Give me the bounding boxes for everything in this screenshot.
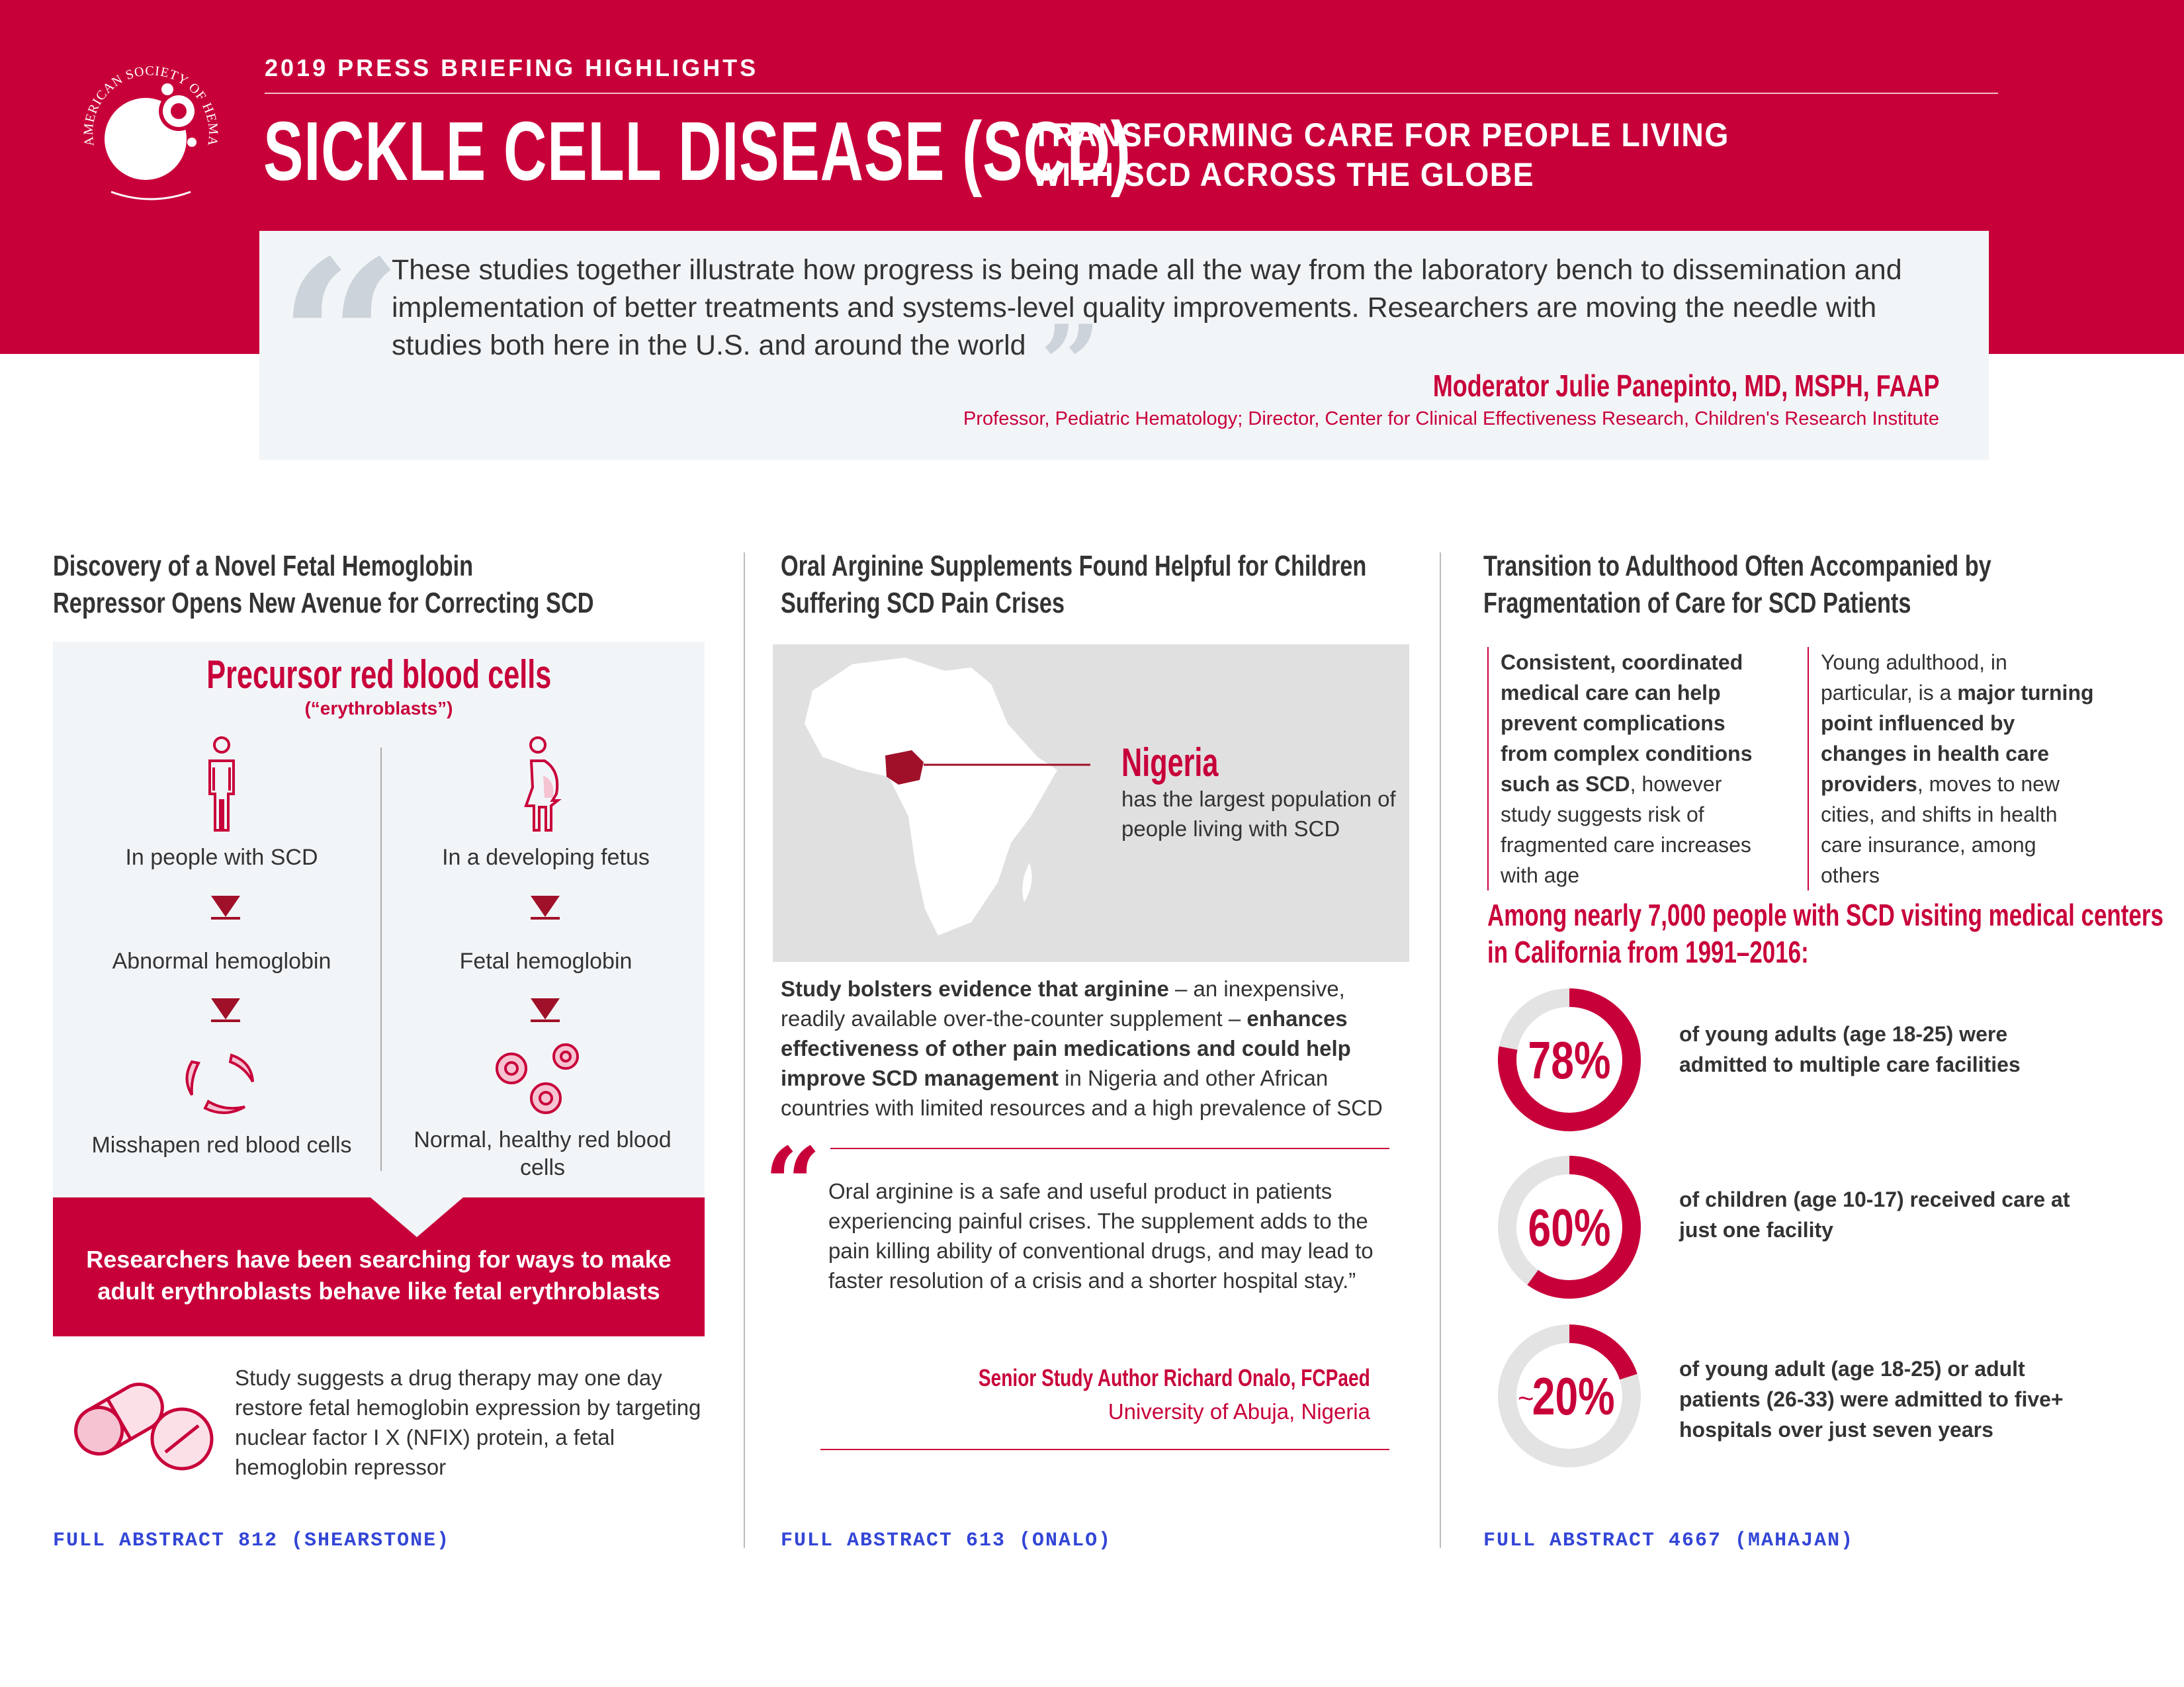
moderator-name: Moderator Julie Panepinto, MD, MSPH, FAA… <box>1432 368 1939 403</box>
young-adulthood-rest: , moves to new cities, and shifts in hea… <box>1821 772 2060 887</box>
quote-close-icon: ” <box>1040 302 1102 426</box>
sickle-label-people: In people with SCD <box>125 845 318 870</box>
panel-divider <box>380 748 382 1171</box>
stat-text-78: of young adults (age 18-25) were admitte… <box>1679 1022 2021 1076</box>
ash-logo: AMERICAN SOCIETY OF HEMATOLOGY <box>71 53 220 200</box>
coordinated-care-text: Consistent, coordinated medical care can… <box>1487 647 1775 890</box>
down-arrow-icon <box>211 998 240 1022</box>
stat-value-60: 60% <box>1528 1199 1611 1258</box>
panel-subtitle: (“erythroblasts”) <box>304 698 453 718</box>
col3-heading: Transition to Adulthood Often Accompanie… <box>1483 548 1991 622</box>
col1-heading-line-2: Repressor Opens New Avenue for Correctin… <box>53 587 594 619</box>
pill-icon <box>74 1383 214 1471</box>
down-arrow-icon <box>531 998 560 1022</box>
nigeria-title: Nigeria <box>1121 740 1219 785</box>
page-title: SICKLE CELL DISEASE (SCD) <box>263 105 1131 198</box>
moderator-quote-text: These studies together illustrate how pr… <box>392 254 1902 361</box>
quote-rule <box>820 1449 1389 1450</box>
stat-value-20: 20% <box>1532 1367 1615 1426</box>
abstract-4667-link[interactable]: FULL ABSTRACT 4667 (MAHAJAN) <box>1483 1530 1855 1552</box>
moderator-quote-box <box>259 231 1989 460</box>
nigeria-highlight <box>885 750 924 785</box>
panel-title-text: Precursor red blood cells <box>206 652 551 697</box>
pregnant-person-icon <box>524 736 562 832</box>
person-icon <box>208 736 235 832</box>
banner-notch <box>371 1197 463 1237</box>
arginine-summary: Study bolsters evidence that arginine – … <box>781 974 1409 1123</box>
summary-text-1: – an inexpensive, readily available over… <box>781 976 1345 1031</box>
stats-heading: Among nearly 7,000 people with SCD visit… <box>1487 896 2163 971</box>
research-goal-text: Researchers have been searching for ways… <box>86 1246 672 1305</box>
col2-heading: Oral Arginine Supplements Found Helpful … <box>781 548 1366 622</box>
sickle-cells-icon <box>185 1053 254 1115</box>
panel-title: Precursor red blood cells <box>53 652 705 697</box>
onalo-author: Senior Study Author Richard Onalo, FCPae… <box>979 1364 1370 1391</box>
coordinated-care-bold: Consistent, coordinated medical care can… <box>1501 650 1753 796</box>
col1-heading-line-1: Discovery of a Novel Fetal Hemoglobin <box>53 550 474 582</box>
col3-heading-line-1: Transition to Adulthood Often Accompanie… <box>1483 550 1991 582</box>
abstract-812-link[interactable]: FULL ABSTRACT 812 (SHEARSTONE) <box>53 1530 451 1552</box>
down-arrow-icon <box>531 896 560 920</box>
column-divider <box>1440 552 1441 1548</box>
summary-bold-2: enhances effectiveness of other pain med… <box>781 1006 1351 1090</box>
subtitle-line-1: TRANSFORMING CARE FOR PEOPLE LIVING <box>1032 116 1729 153</box>
press-briefing-kicker: 2019 PRESS BRIEFING HIGHLIGHTS <box>265 54 759 81</box>
coordinated-care-rest: , however study suggests risk of fragmen… <box>1501 772 1751 887</box>
summary-text-2: in Nigeria and other African countries w… <box>781 1066 1383 1120</box>
col1-heading: Discovery of a Novel Fetal Hemoglobin Re… <box>53 548 594 622</box>
col2-heading-line-2: Suffering SCD Pain Crises <box>781 587 1065 619</box>
summary-bold-1: Study bolsters evidence that arginine <box>781 976 1169 1001</box>
quote-rule <box>830 1148 1389 1149</box>
subtitle-line-2: WITH SCD ACROSS THE GLOBE <box>1032 156 1535 193</box>
abnormal-hemoglobin-label: Abnormal hemoglobin <box>112 949 331 974</box>
stat-text-60: of children (age 10-17) received care at… <box>1679 1188 2070 1242</box>
col2-heading-line-1: Oral Arginine Supplements Found Helpful … <box>781 550 1367 582</box>
onalo-affiliation: University of Abuja, Nigeria <box>1108 1399 1370 1424</box>
col3-heading-line-2: Fragmentation of Care for SCD Patients <box>1483 587 1911 619</box>
donut-chart-60: 60% <box>1498 1156 1641 1299</box>
misshapen-cells-label: Misshapen red blood cells <box>91 1133 352 1158</box>
stats-heading-line-1: Among nearly 7,000 people with SCD visit… <box>1487 898 2163 932</box>
donut-chart-78: 78% <box>1498 988 1641 1131</box>
approx-prefix: ~ <box>1518 1383 1534 1414</box>
quote-mark-icon: “ <box>764 1126 822 1242</box>
donut-arc <box>1498 988 1641 1131</box>
onalo-quote: Oral arginine is a safe and useful produ… <box>828 1179 1374 1293</box>
col1-study-text: Study suggests a drug therapy may one da… <box>235 1365 701 1479</box>
africa-map-icon <box>805 658 1090 935</box>
down-arrow-icon <box>211 896 240 920</box>
healthy-cells-icon <box>496 1043 579 1114</box>
donut-arc <box>1498 1324 1641 1467</box>
moderator-role: Professor, Pediatric Hematology; Directo… <box>963 408 1939 429</box>
young-adulthood-text: Young adulthood, in particular, is a maj… <box>1808 647 2095 890</box>
stat-value-78: 78% <box>1528 1031 1611 1090</box>
healthy-cells-label: Normal, healthy red blood cells <box>414 1127 672 1180</box>
young-adulthood-start: Young adulthood, in particular, is a <box>1821 650 2007 705</box>
donut-arc <box>1498 1156 1641 1299</box>
header-rule <box>265 93 1998 94</box>
nigeria-text: has the largest population of people liv… <box>1121 787 1396 841</box>
developing-fetus-label: In a developing fetus <box>442 845 650 870</box>
quote-open-icon: “ <box>278 212 404 469</box>
donut-chart-20: 20% ~ <box>1498 1324 1641 1467</box>
abstract-613-link[interactable]: FULL ABSTRACT 613 (ONALO) <box>781 1530 1112 1552</box>
column-divider <box>744 552 745 1548</box>
erythroblast-panel <box>53 642 705 1197</box>
stat-text-20: of young adult (age 18-25) or adult pati… <box>1679 1357 2064 1442</box>
young-adulthood-bold: major turning point influenced by change… <box>1821 681 2094 796</box>
stats-heading-line-2: in California from 1991–2016: <box>1487 935 1809 969</box>
fetal-hemoglobin-label: Fetal hemoglobin <box>459 949 633 974</box>
page-subtitle: TRANSFORMING CARE FOR PEOPLE LIVING WITH… <box>1032 115 1729 195</box>
